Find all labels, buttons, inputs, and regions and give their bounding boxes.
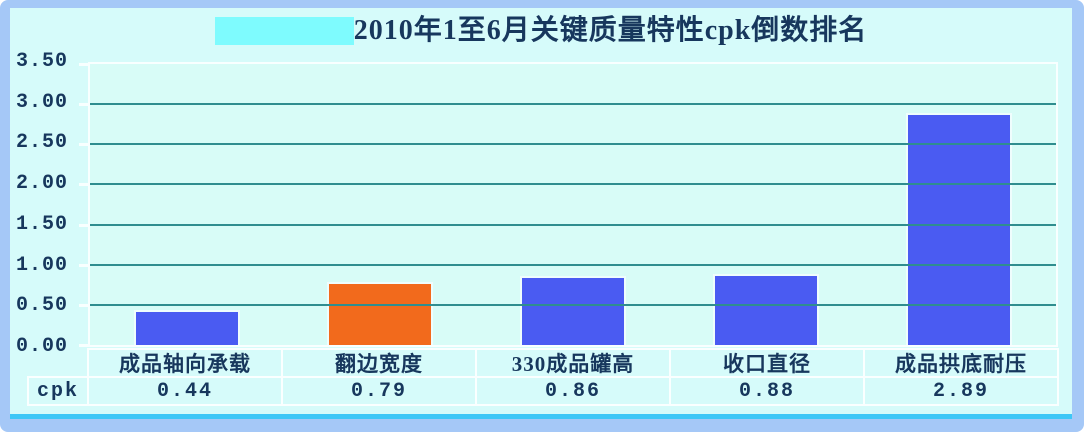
table-corner-cell: [27, 348, 89, 378]
value-cell: 0.88: [669, 376, 865, 406]
bar-slot: [863, 64, 1056, 345]
gridline: [90, 263, 1056, 266]
y-axis-tick: [79, 344, 88, 347]
y-axis-tick: [79, 223, 88, 227]
chart-canvas: 2010年1至6月关键质量特性cpk倒数排名 3.50 3.00 2.50 2.…: [10, 8, 1072, 419]
value-cell: 0.79: [281, 376, 477, 406]
value-cell: 0.44: [87, 376, 283, 406]
title-highlight-box: [214, 17, 354, 45]
bar: [520, 275, 626, 345]
category-label: 330成品罐高: [475, 348, 671, 378]
y-axis-tick: [79, 103, 88, 107]
value-cell: 2.89: [863, 376, 1059, 406]
y-axis-tick: [79, 63, 88, 66]
category-label: 成品轴向承载: [87, 348, 283, 378]
bar-slot: [670, 64, 863, 345]
bar-slot: [476, 64, 669, 345]
y-tick-label: 0.50: [16, 294, 69, 318]
category-label: 成品拱底耐压: [863, 348, 1059, 378]
y-tick-label: 1.50: [16, 212, 69, 236]
gridline: [90, 103, 1056, 106]
y-axis-tick: [79, 143, 88, 147]
y-tick-label: 3.00: [16, 90, 69, 114]
value-cell: 0.86: [475, 376, 671, 406]
y-axis-tick: [79, 303, 88, 307]
y-tick-label: 2.50: [16, 131, 69, 155]
gridline: [90, 183, 1056, 186]
bar-slot: [283, 64, 476, 345]
y-axis-labels: 3.50 3.00 2.50 2.00 1.50 1.00 0.50 0.00: [16, 49, 86, 360]
y-tick-label: 3.50: [16, 50, 69, 73]
chart-title: 2010年1至6月关键质量特性cpk倒数排名: [353, 15, 868, 46]
title-row: 2010年1至6月关键质量特性cpk倒数排名: [10, 14, 1072, 48]
gridline: [90, 223, 1056, 226]
window-bottom-edge: [10, 414, 1072, 419]
category-label: 翻边宽度: [281, 348, 477, 378]
bar: [906, 112, 1013, 345]
series-row-label: cpk: [27, 376, 89, 406]
y-tick-label: 2.00: [16, 172, 69, 196]
y-tick-label: 1.00: [16, 253, 69, 277]
plot-area: [79, 62, 1058, 347]
gridline: [90, 303, 1056, 306]
data-table: 成品轴向承载 翻边宽度 330成品罐高 收口直径 成品拱底耐压 cpk 0.44…: [27, 348, 1059, 406]
y-axis-tick: [79, 183, 88, 187]
y-axis-tick: [79, 263, 88, 267]
y-tick-label: 0.00: [16, 334, 69, 358]
bar: [326, 281, 433, 345]
bar: [713, 274, 820, 345]
category-label: 收口直径: [669, 348, 865, 378]
bars-container: [90, 64, 1056, 345]
bar-slot: [90, 64, 283, 345]
bar: [133, 309, 240, 345]
gridline: [90, 143, 1056, 146]
